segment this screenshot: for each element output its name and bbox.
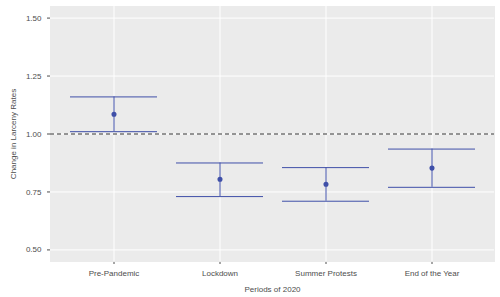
svg-text:Change in Larceny Rates: Change in Larceny Rates — [9, 89, 18, 179]
svg-text:End of the Year: End of the Year — [405, 269, 460, 278]
svg-text:Lockdown: Lockdown — [202, 269, 238, 278]
svg-text:1.25: 1.25 — [26, 72, 42, 81]
svg-text:Periods of 2020: Periods of 2020 — [244, 285, 301, 294]
svg-text:0.75: 0.75 — [26, 188, 42, 197]
svg-text:1.00: 1.00 — [26, 130, 42, 139]
svg-text:Summer Protests: Summer Protests — [295, 269, 357, 278]
svg-text:1.50: 1.50 — [26, 14, 42, 23]
svg-text:0.50: 0.50 — [26, 245, 42, 254]
svg-text:Pre-Pandemic: Pre-Pandemic — [89, 269, 140, 278]
